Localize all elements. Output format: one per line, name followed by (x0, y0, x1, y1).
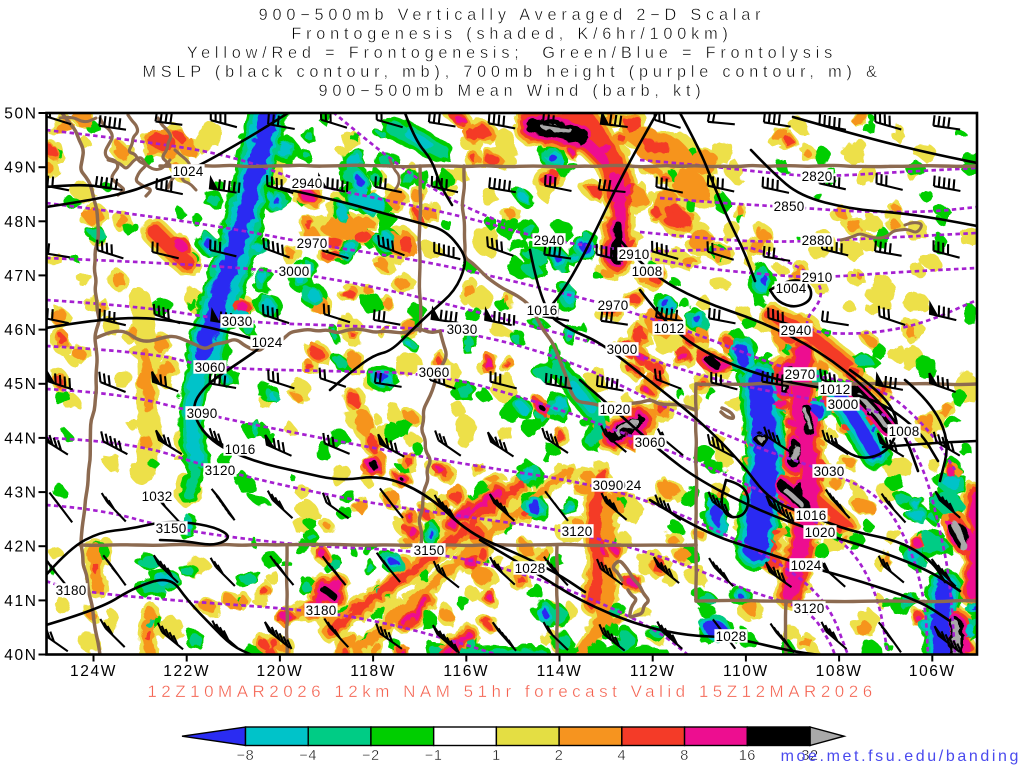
svg-text:2: 2 (555, 748, 564, 764)
svg-text:1012: 1012 (654, 321, 685, 336)
svg-text:2970: 2970 (598, 298, 629, 313)
svg-text:106W: 106W (909, 663, 956, 680)
svg-text:−8: −8 (237, 748, 255, 764)
svg-text:3150: 3150 (414, 543, 445, 558)
svg-text:49N: 49N (4, 160, 37, 177)
svg-text:3030: 3030 (447, 322, 478, 337)
svg-text:3180: 3180 (306, 603, 337, 618)
svg-text:1008: 1008 (889, 424, 920, 439)
svg-text:900−500mb Mean Wind (barb, kt): 900−500mb Mean Wind (barb, kt) (319, 82, 706, 100)
svg-text:1012: 1012 (820, 382, 851, 397)
svg-text:1032: 1032 (142, 489, 173, 504)
svg-text:2850: 2850 (774, 199, 805, 214)
svg-text:2940: 2940 (781, 323, 812, 338)
svg-text:3060: 3060 (635, 435, 666, 450)
svg-text:2880: 2880 (802, 233, 833, 248)
svg-text:1028: 1028 (515, 561, 546, 576)
svg-text:116W: 116W (443, 663, 489, 680)
svg-text:moe.met.fsu.edu/banding: moe.met.fsu.edu/banding (781, 748, 1021, 765)
svg-text:−2: −2 (362, 748, 380, 764)
svg-text:43N: 43N (4, 485, 37, 502)
svg-text:8: 8 (680, 748, 689, 764)
svg-text:1016: 1016 (225, 442, 256, 457)
svg-text:122W: 122W (163, 663, 210, 680)
svg-text:1028: 1028 (716, 629, 747, 644)
svg-text:42N: 42N (4, 539, 37, 556)
svg-text:47N: 47N (4, 268, 37, 285)
svg-text:110W: 110W (723, 663, 769, 680)
svg-text:2940: 2940 (534, 233, 565, 248)
svg-text:1016: 1016 (527, 303, 558, 318)
svg-text:2910: 2910 (802, 270, 833, 285)
svg-text:1008: 1008 (632, 264, 663, 279)
svg-text:45N: 45N (4, 376, 37, 393)
svg-text:3180: 3180 (56, 583, 87, 598)
svg-text:12Z10MAR2026 12km NAM 51hr for: 12Z10MAR2026 12km NAM 51hr forecast Vali… (147, 682, 876, 701)
svg-text:108W: 108W (816, 663, 863, 680)
svg-text:−4: −4 (299, 748, 317, 764)
svg-text:1024: 1024 (173, 164, 204, 179)
svg-text:3060: 3060 (419, 365, 450, 380)
svg-text:3090: 3090 (593, 478, 624, 493)
svg-text:2970: 2970 (297, 236, 328, 251)
svg-text:900−500mb Vertically Averaged: 900−500mb Vertically Averaged 2−D Scalar (259, 6, 766, 24)
svg-text:124W: 124W (70, 663, 117, 680)
svg-text:32: 32 (801, 748, 818, 764)
svg-text:1020: 1020 (805, 525, 836, 540)
svg-text:3120: 3120 (794, 601, 825, 616)
svg-text:Yellow/Red = Frontogenesis; G: Yellow/Red = Frontogenesis; Green/Blue =… (187, 44, 837, 62)
svg-text:4: 4 (618, 748, 627, 764)
svg-text:3060: 3060 (195, 360, 226, 375)
svg-text:2940: 2940 (292, 176, 323, 191)
svg-text:2910: 2910 (619, 247, 650, 262)
svg-text:3150: 3150 (156, 521, 187, 536)
svg-text:3000: 3000 (828, 397, 859, 412)
svg-text:44N: 44N (4, 430, 37, 447)
svg-text:50N: 50N (4, 106, 37, 123)
svg-text:1016: 1016 (796, 508, 827, 523)
svg-text:1020: 1020 (600, 402, 631, 417)
svg-text:3000: 3000 (279, 264, 310, 279)
svg-text:114W: 114W (537, 663, 583, 680)
svg-text:40N: 40N (4, 647, 37, 664)
svg-text:2970: 2970 (785, 367, 816, 382)
svg-text:48N: 48N (4, 214, 37, 231)
svg-text:3030: 3030 (222, 314, 253, 329)
svg-text:Frontogenesis (shaded, K/6hr/1: Frontogenesis (shaded, K/6hr/100km) (291, 25, 732, 43)
svg-text:2820: 2820 (802, 169, 833, 184)
svg-text:118W: 118W (350, 663, 396, 680)
svg-text:1024: 1024 (791, 558, 822, 573)
svg-text:41N: 41N (4, 593, 37, 610)
svg-text:3090: 3090 (187, 406, 218, 421)
svg-text:1004: 1004 (776, 281, 807, 296)
svg-text:1024: 1024 (252, 335, 283, 350)
svg-text:MSLP (black contour, mb), 700m: MSLP (black contour, mb), 700mb height (… (142, 63, 881, 81)
svg-text:16: 16 (739, 748, 756, 764)
svg-text:3120: 3120 (205, 463, 236, 478)
svg-text:46N: 46N (4, 322, 37, 339)
svg-text:112W: 112W (630, 663, 676, 680)
svg-text:3000: 3000 (607, 342, 638, 357)
svg-text:3120: 3120 (562, 524, 593, 539)
svg-text:1: 1 (492, 748, 501, 764)
svg-text:−1: −1 (425, 748, 443, 764)
svg-text:120W: 120W (256, 663, 303, 680)
svg-text:3030: 3030 (814, 464, 845, 479)
